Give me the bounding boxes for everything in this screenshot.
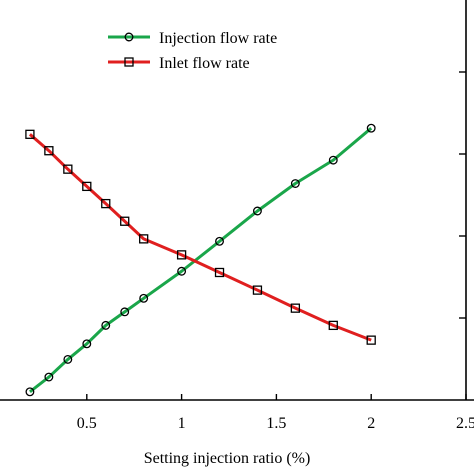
data-point-inlet-flow-rate bbox=[25, 129, 35, 139]
axes: 0.5 1 1.5 2 2.5 bbox=[0, 0, 474, 432]
x-tick-label: 1 bbox=[178, 415, 186, 432]
data-point-injection-flow-rate bbox=[139, 293, 149, 303]
data-point-injection-flow-rate bbox=[290, 179, 300, 188]
data-point-inlet-flow-rate bbox=[252, 285, 263, 295]
data-point-injection-flow-rate bbox=[82, 339, 92, 349]
data-point-inlet-flow-rate bbox=[290, 303, 301, 313]
data-point-inlet-flow-rate bbox=[44, 146, 54, 156]
data-point-injection-flow-rate bbox=[366, 123, 376, 133]
data-point-inlet-flow-rate bbox=[120, 216, 130, 226]
data-point-injection-flow-rate bbox=[328, 155, 338, 165]
data-point-injection-flow-rate bbox=[44, 372, 54, 382]
data-point-inlet-flow-rate bbox=[101, 198, 111, 209]
data-point-injection-flow-rate bbox=[120, 307, 130, 317]
legend-label-injection-flow-rate: Injection flow rate bbox=[159, 30, 277, 47]
legend-label-inlet-flow-rate: Inlet flow rate bbox=[159, 55, 250, 72]
data-point-inlet-flow-rate bbox=[328, 320, 338, 331]
x-tick-label: 1.5 bbox=[266, 415, 286, 432]
legend-marker-injection-flow-rate bbox=[124, 32, 134, 42]
x-tick-label: 2.5 bbox=[456, 415, 474, 432]
x-tick-label: 2 bbox=[367, 415, 375, 432]
data-point-inlet-flow-rate bbox=[366, 335, 376, 345]
legend: Injection flow rate Inlet flow rate bbox=[108, 30, 277, 72]
data-point-injection-flow-rate bbox=[101, 320, 111, 330]
data-point-inlet-flow-rate bbox=[214, 267, 225, 278]
data-point-inlet-flow-rate bbox=[139, 234, 149, 244]
x-tick-label: 0.5 bbox=[77, 415, 97, 432]
data-point-inlet-flow-rate bbox=[82, 181, 92, 192]
data-point-injection-flow-rate bbox=[25, 387, 35, 397]
data-point-inlet-flow-rate bbox=[63, 164, 73, 174]
data-point-injection-flow-rate bbox=[252, 206, 262, 216]
series-layer bbox=[25, 123, 376, 397]
legend-marker-inlet-flow-rate bbox=[124, 57, 134, 67]
data-point-injection-flow-rate bbox=[63, 354, 73, 364]
series-line-injection-flow-rate bbox=[28, 127, 373, 393]
series-line-inlet-flow-rate bbox=[28, 133, 372, 342]
x-axis-title: Setting injection ratio (%) bbox=[144, 450, 311, 467]
data-point-inlet-flow-rate bbox=[176, 250, 187, 260]
data-point-injection-flow-rate bbox=[215, 236, 224, 246]
data-point-injection-flow-rate bbox=[177, 266, 187, 276]
